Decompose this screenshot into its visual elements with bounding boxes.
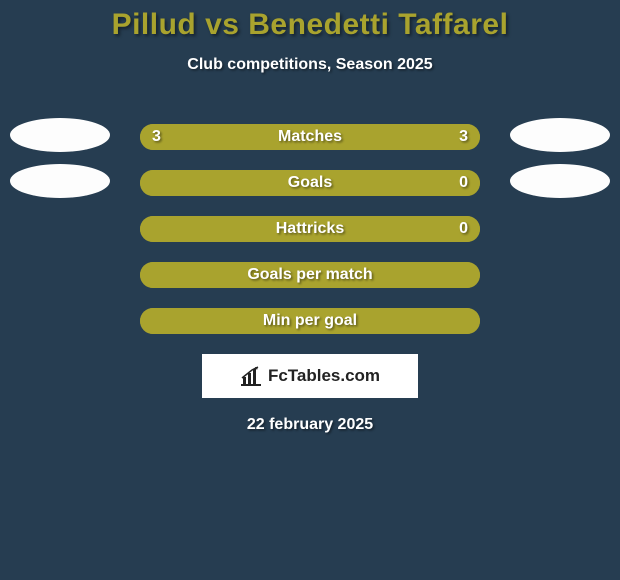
bar-track (140, 124, 480, 150)
bar-track (140, 170, 480, 196)
bar-left-fill (140, 262, 480, 288)
bar-track (140, 308, 480, 334)
stat-row: Goals per match (0, 262, 620, 288)
stats-comparison-infographic: Pillud vs Benedetti Taffarel Club compet… (0, 0, 620, 580)
date-text: 22 february 2025 (0, 416, 620, 434)
stats-rows: Matches33Goals0Hattricks0Goals per match… (0, 124, 620, 334)
stat-row: Matches33 (0, 124, 620, 150)
player-left-avatar (10, 118, 110, 152)
bar-right-fill (310, 124, 480, 150)
bar-track (140, 262, 480, 288)
stat-value-right: 3 (459, 124, 468, 150)
player-right-avatar (510, 118, 610, 152)
branding-text: FcTables.com (268, 366, 380, 386)
bar-chart-icon (240, 366, 262, 386)
stat-value-right: 0 (459, 170, 468, 196)
page-title: Pillud vs Benedetti Taffarel (0, 0, 620, 42)
stat-value-right: 0 (459, 216, 468, 242)
player-right-avatar (510, 164, 610, 198)
bar-track (140, 216, 480, 242)
player-left-avatar (10, 164, 110, 198)
stat-row: Goals0 (0, 170, 620, 196)
subtitle: Club competitions, Season 2025 (0, 56, 620, 74)
stat-value-left: 3 (152, 124, 161, 150)
stat-row: Min per goal (0, 308, 620, 334)
bar-left-fill (140, 124, 310, 150)
bar-left-fill (140, 170, 480, 196)
branding-badge: FcTables.com (202, 354, 418, 398)
bar-left-fill (140, 308, 480, 334)
stat-row: Hattricks0 (0, 216, 620, 242)
bar-left-fill (140, 216, 480, 242)
